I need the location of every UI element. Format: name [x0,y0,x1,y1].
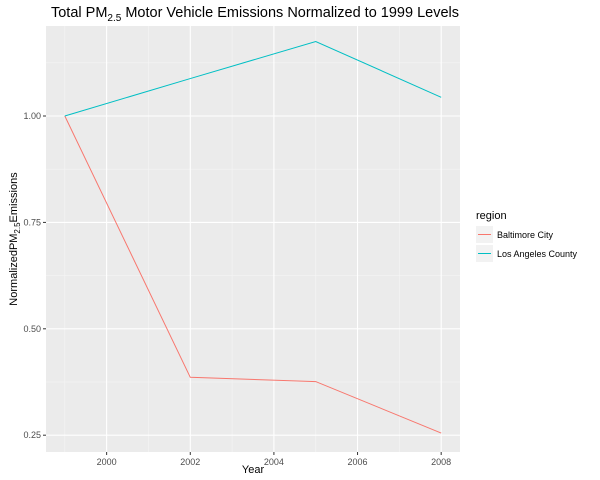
x-tick-label: 2004 [264,457,284,467]
plot-panel [46,26,460,452]
x-axis-ticks: 2000 2002 2004 2006 2008 [97,452,451,467]
minor-gridlines [46,26,460,452]
legend-label-baltimore-city: Baltimore City [497,230,554,240]
y-tick-label: 0.75 [23,217,41,227]
major-gridlines [46,26,460,452]
x-tick-label: 2002 [180,457,200,467]
chart-title: Total PM2.5 Motor Vehicle Emissions Norm… [51,5,459,24]
x-tick-label: 2008 [431,457,451,467]
x-tick-label: 2000 [97,457,117,467]
x-axis-title: Year [242,464,265,476]
y-tick-label: 0.50 [23,324,41,334]
y-tick-label: 0.25 [23,430,41,440]
series-line-los-angeles-county [64,40,442,117]
legend: region Baltimore City Los Angeles County [476,210,578,262]
x-tick-label: 2006 [348,457,368,467]
legend-title: region [476,210,507,222]
series-lines [64,40,442,434]
y-axis-title: NormalizedPM2.5Emissions [8,172,22,306]
series-line-baltimore-city [64,115,442,434]
legend-items: Baltimore City Los Angeles County [476,226,578,262]
y-axis-ticks: 0.25 0.50 0.75 1.00 [23,111,46,440]
legend-label-los-angeles-county: Los Angeles County [497,249,578,259]
y-tick-label: 1.00 [23,111,41,121]
